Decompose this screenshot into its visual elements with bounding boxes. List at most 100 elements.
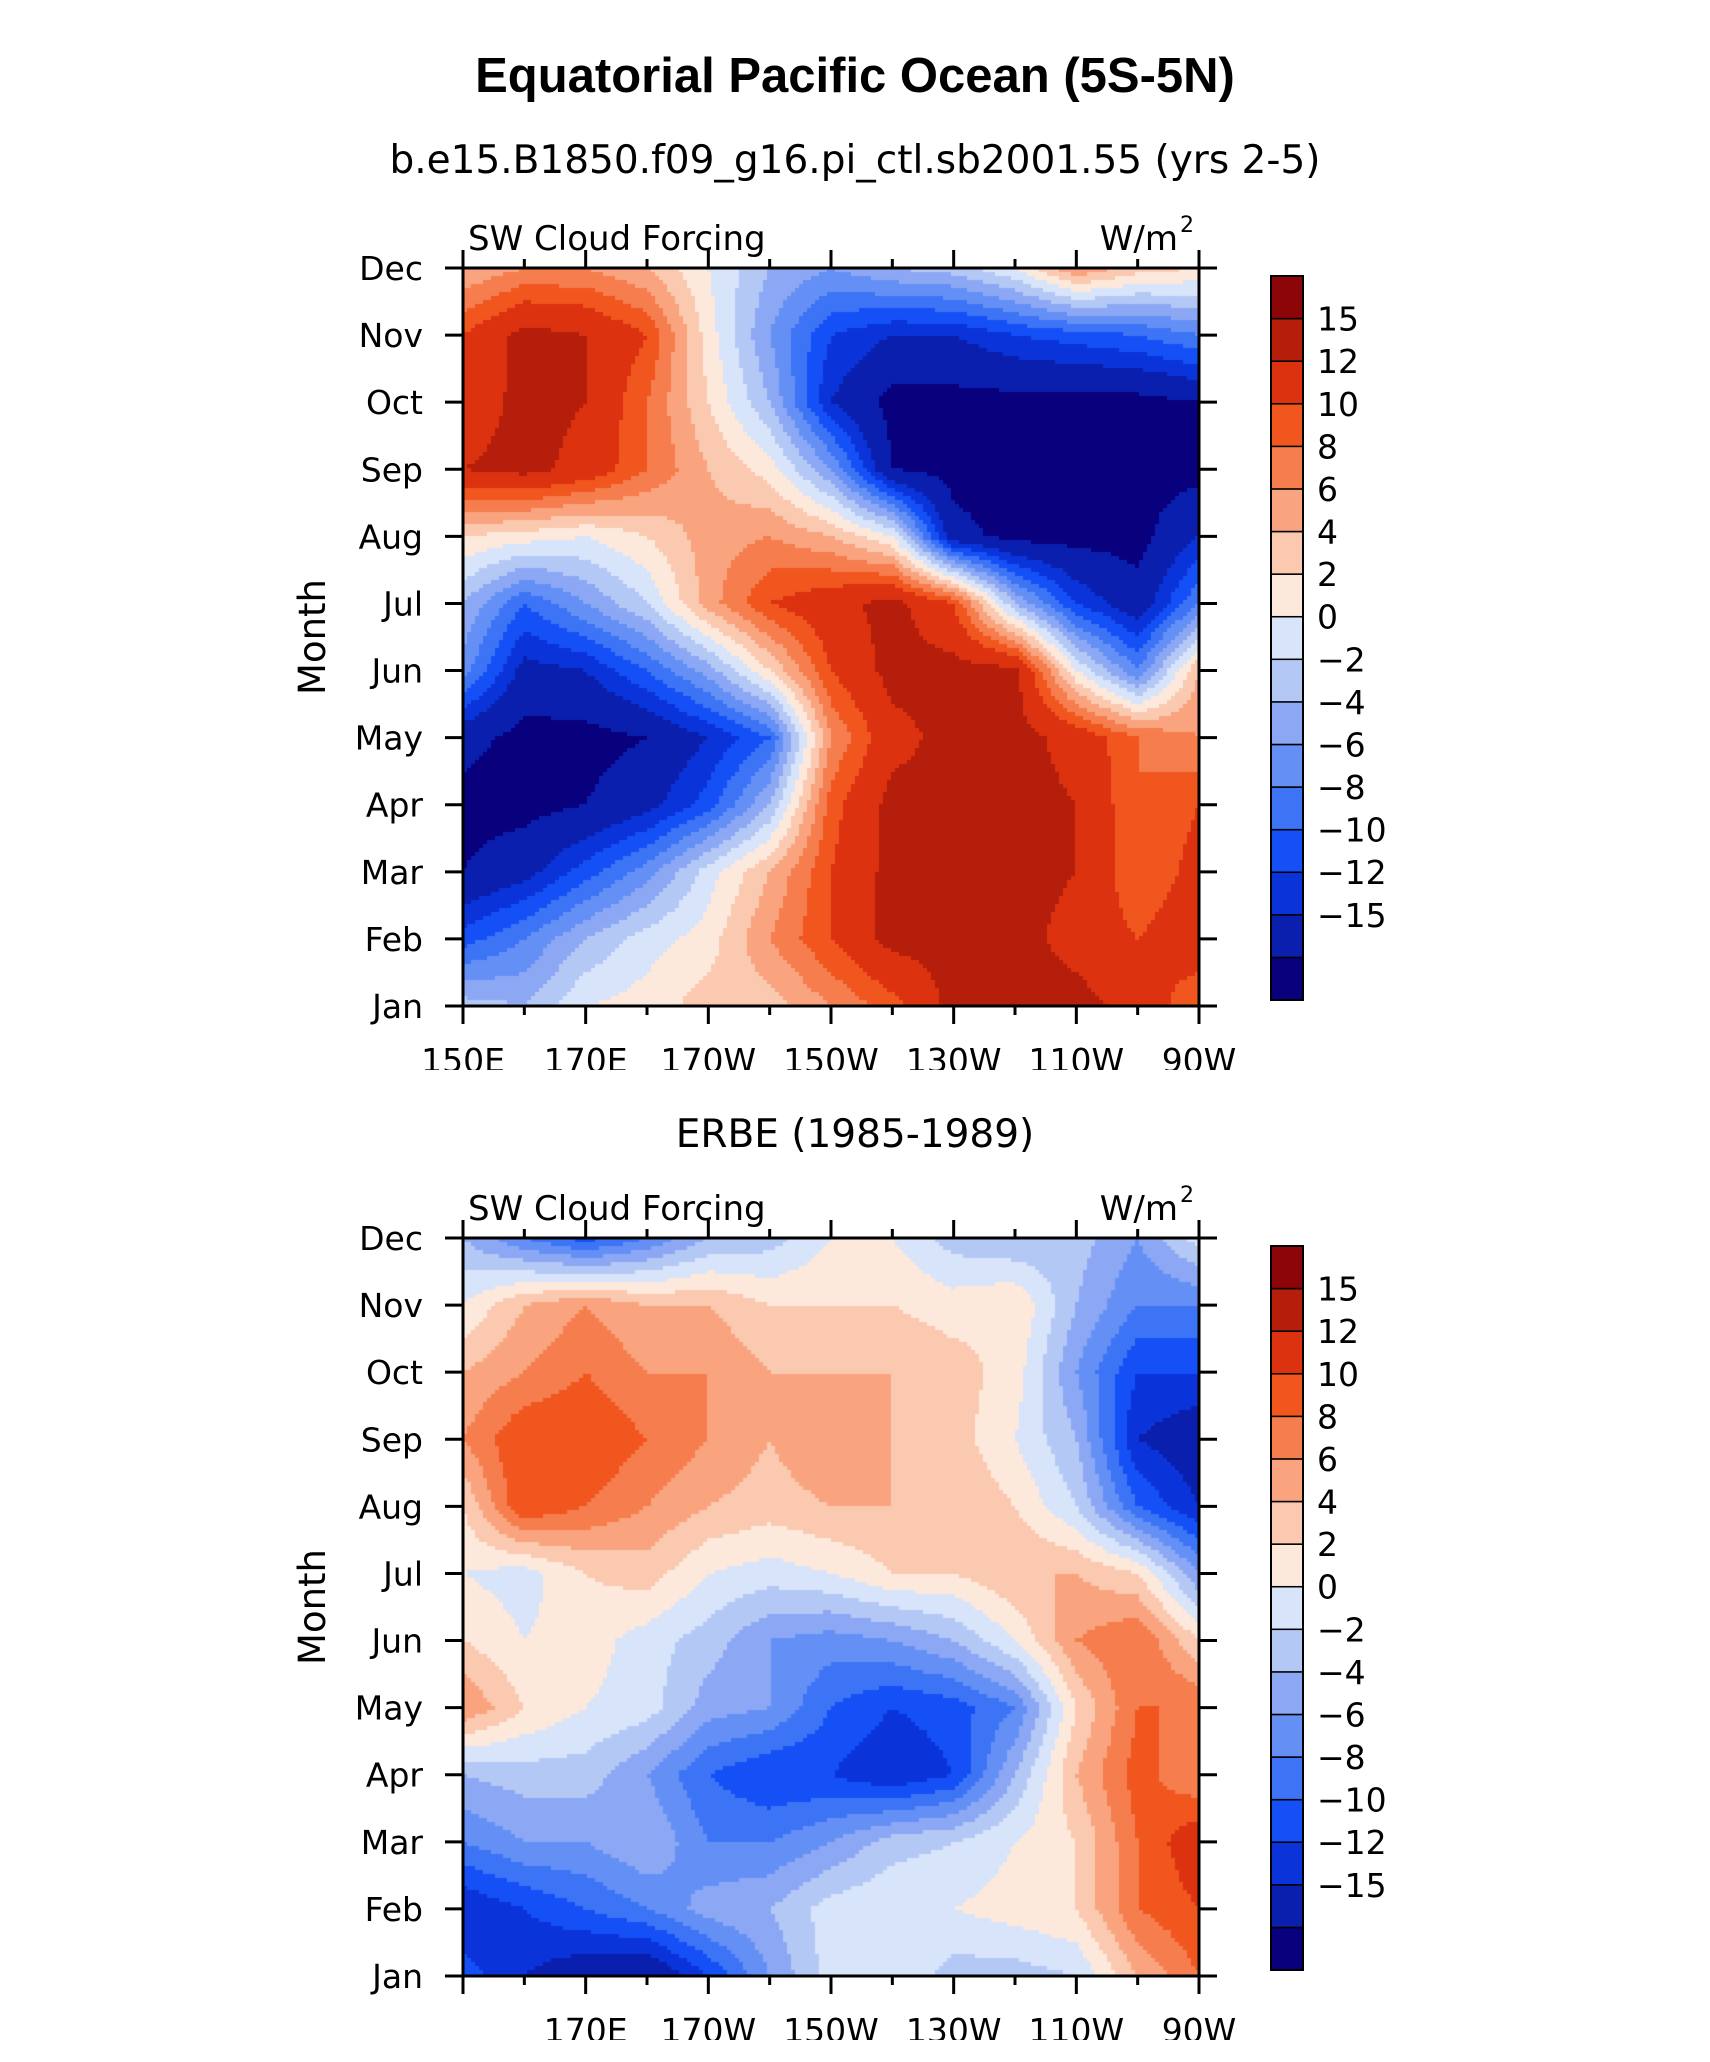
contour-fill xyxy=(463,1238,1199,1976)
panel2-title: ERBE (1985-1989) xyxy=(675,1112,1035,1157)
y-tick-label: Sep xyxy=(361,1420,423,1459)
y-tick-label: Sep xyxy=(361,450,423,489)
colorbar-swatch xyxy=(1270,1330,1304,1375)
colorbar-label: −4 xyxy=(1317,1653,1366,1692)
y-tick-label: May xyxy=(355,719,423,758)
colorbar-swatch xyxy=(1270,615,1304,661)
colorbar-swatch xyxy=(1270,573,1304,618)
y-axis-title: Month xyxy=(291,1549,334,1665)
colorbar-frame xyxy=(1270,275,1304,1001)
y-tick-label: Feb xyxy=(365,920,423,959)
model-swcf-heatmap: SW Cloud Forcing W/m 2JanFebMarAprMayJunJu… xyxy=(291,213,1387,1070)
colorbar-label: 8 xyxy=(1317,427,1338,466)
variable-label: SW Cloud Forcing xyxy=(468,1189,766,1229)
page-title: Equatorial Pacific Ocean (5S-5N) xyxy=(475,49,1235,103)
colorbar-label: −6 xyxy=(1317,1695,1366,1734)
colorbar-swatch xyxy=(1270,1798,1304,1843)
colorbar-label: −10 xyxy=(1317,811,1387,850)
x-tick-label: 150E xyxy=(421,1041,505,1070)
colorbar-swatch xyxy=(1270,1458,1304,1503)
y-tick-label: Jul xyxy=(381,1554,423,1593)
colorbar-swatch xyxy=(1270,317,1304,362)
units-label: W/m xyxy=(1100,219,1178,259)
y-tick-label: Dec xyxy=(359,1219,423,1258)
y-tick-label: Jun xyxy=(369,1622,423,1661)
y-tick-label: Feb xyxy=(365,1890,423,1929)
y-tick-label: Apr xyxy=(366,786,424,825)
y-tick-label: Mar xyxy=(361,853,424,892)
y-tick-label: Nov xyxy=(359,316,423,355)
x-tick-label: 110W xyxy=(1029,1041,1125,1070)
colorbar-label: −8 xyxy=(1317,768,1366,807)
y-tick-label: Dec xyxy=(359,249,423,288)
colorbar-swatch xyxy=(1270,701,1304,746)
colorbar-label: −12 xyxy=(1317,853,1387,892)
colorbar-label: −8 xyxy=(1317,1738,1366,1777)
colorbar-frame xyxy=(1270,1245,1304,1971)
y-tick-label: Jan xyxy=(370,1957,423,1996)
colorbar-label: −10 xyxy=(1317,1781,1387,1820)
x-tick-label: 170W xyxy=(661,1041,757,1070)
colorbar-label: 4 xyxy=(1317,513,1338,552)
erbe-swcf-heatmap: SW Cloud Forcing W/m 2JanFebMarAprMayJunJu… xyxy=(291,1183,1387,2040)
y-tick-label: Mar xyxy=(361,1823,424,1862)
panel1-title: b.e15.B1850.f09_g16.pi_ctl.sb2001.55 (yr… xyxy=(389,138,1321,183)
colorbar-swatch xyxy=(1270,1713,1304,1758)
units-superscript: 2 xyxy=(1180,1183,1194,1208)
colorbar-swatch xyxy=(1270,445,1304,490)
colorbar-label: 2 xyxy=(1317,1525,1338,1564)
colorbar-label: 2 xyxy=(1317,555,1338,594)
colorbar-swatch xyxy=(1270,360,1304,405)
contour-fill xyxy=(463,268,1199,1006)
colorbar-swatch xyxy=(1270,1756,1304,1801)
x-tick-label: 170E xyxy=(544,1041,628,1070)
colorbar-swatch xyxy=(1270,1543,1304,1588)
y-tick-label: Aug xyxy=(359,1487,423,1526)
colorbar-swatch xyxy=(1270,1585,1304,1631)
colorbar-label: −15 xyxy=(1317,896,1387,935)
x-tick-label: 170W xyxy=(661,2011,757,2040)
colorbar-swatch xyxy=(1270,1373,1304,1418)
colorbar-label: 6 xyxy=(1317,1440,1338,1479)
colorbar-swatch xyxy=(1270,743,1304,788)
colorbar-label: 0 xyxy=(1317,598,1338,637)
colorbar-swatch xyxy=(1270,1245,1304,1290)
y-tick-label: Oct xyxy=(366,383,423,422)
x-tick-label: 130W xyxy=(906,1041,1002,1070)
colorbar-swatch xyxy=(1270,488,1304,533)
units-superscript: 2 xyxy=(1180,213,1194,238)
colorbar-swatch xyxy=(1270,530,1304,575)
colorbar-label: −2 xyxy=(1317,1610,1366,1649)
colorbar-label: 6 xyxy=(1317,470,1338,509)
colorbar-label: 4 xyxy=(1317,1483,1338,1522)
colorbar-swatch xyxy=(1270,871,1304,916)
colorbar-label: 10 xyxy=(1317,385,1359,424)
y-tick-label: May xyxy=(355,1689,423,1728)
colorbar-label: −2 xyxy=(1317,640,1366,679)
x-tick-label: 150W xyxy=(783,1041,879,1070)
colorbar-label: 15 xyxy=(1317,1270,1359,1309)
colorbar-label: −15 xyxy=(1317,1866,1387,1905)
y-tick-label: Nov xyxy=(359,1286,423,1325)
x-tick-label: 90W xyxy=(1162,1041,1237,1070)
colorbar-swatch xyxy=(1270,1671,1304,1716)
y-tick-label: Jan xyxy=(370,987,423,1026)
colorbar-label: 12 xyxy=(1317,342,1359,381)
colorbar-label: −4 xyxy=(1317,683,1366,722)
colorbar-swatch xyxy=(1270,786,1304,831)
colorbar-swatch xyxy=(1270,956,1304,1001)
colorbar-swatch xyxy=(1270,1884,1304,1929)
x-tick-label: 130W xyxy=(906,2011,1002,2040)
colorbar-swatch xyxy=(1270,275,1304,320)
y-tick-label: Oct xyxy=(366,1353,423,1392)
colorbar-label: 12 xyxy=(1317,1312,1359,1351)
colorbar-swatch xyxy=(1270,1287,1304,1332)
colorbar-swatch xyxy=(1270,403,1304,448)
colorbar-swatch xyxy=(1270,1628,1304,1673)
y-axis-title: Month xyxy=(291,579,334,695)
x-tick-label: 90W xyxy=(1162,2011,1237,2040)
x-tick-label: 110W xyxy=(1029,2011,1125,2040)
colorbar-swatch xyxy=(1270,1926,1304,1971)
colorbar-label: −6 xyxy=(1317,725,1366,764)
colorbar-label: 10 xyxy=(1317,1355,1359,1394)
